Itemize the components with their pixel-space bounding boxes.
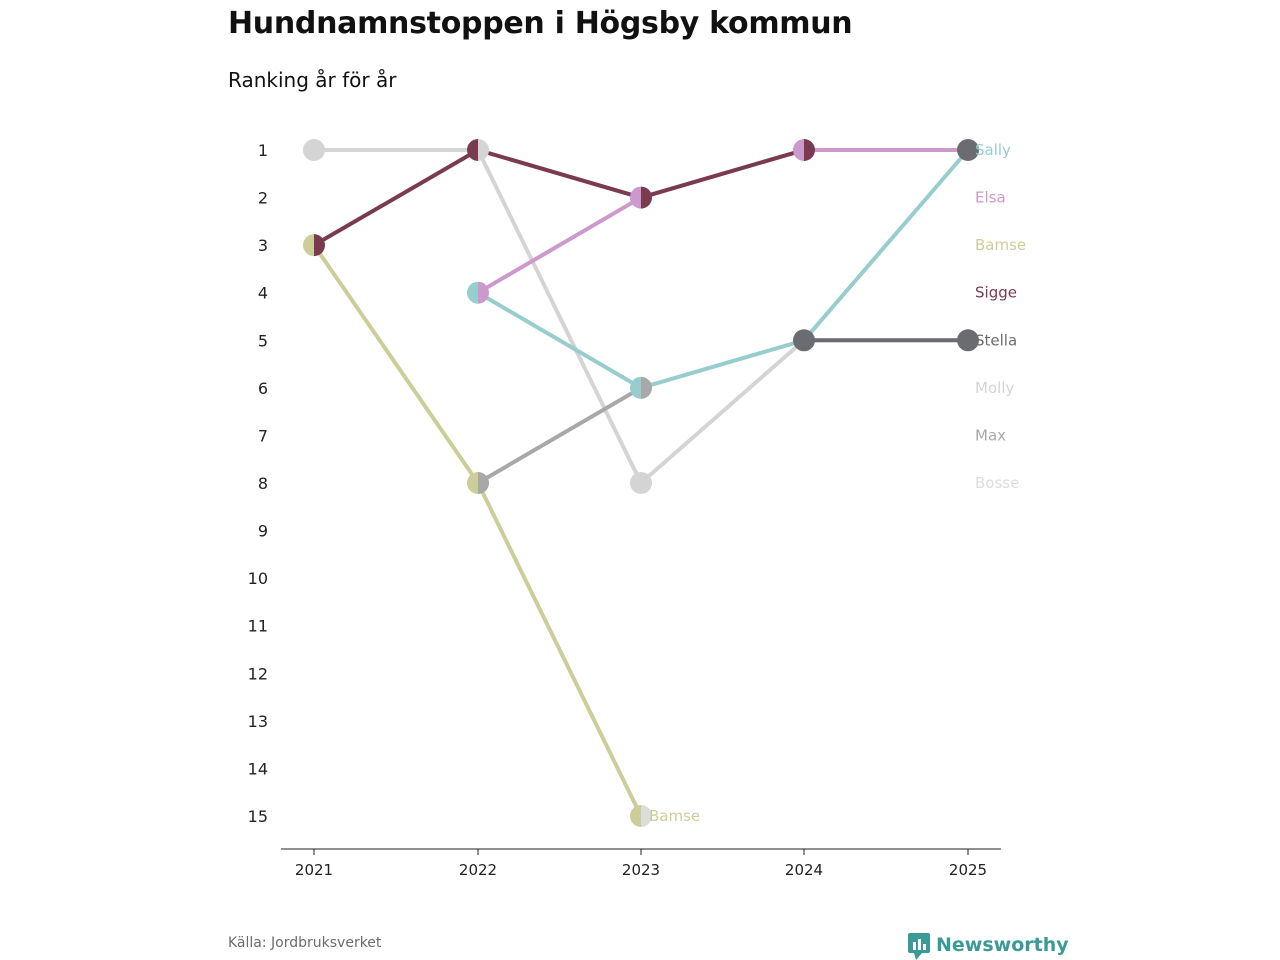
marker-left-half: [303, 234, 314, 257]
marker-left-half: [467, 471, 478, 494]
marker-2025-rank-1: [957, 139, 979, 161]
series-line-sigge: [312, 148, 806, 248]
marker-left-half: [793, 139, 804, 161]
y-tick-label-9: 9: [258, 522, 268, 541]
marker-2025-rank-5: [957, 329, 979, 352]
marker-right-half: [314, 234, 325, 257]
newsworthy-icon: [908, 933, 930, 960]
source-note: Källa: Jordbruksverket: [228, 935, 382, 951]
y-tick-label-8: 8: [258, 474, 268, 493]
x-tick-label-2024: 2024: [785, 861, 823, 879]
y-tick-label-10: 10: [248, 569, 268, 588]
end-label-bosse: Bosse: [975, 474, 1019, 492]
marker-fill: [793, 329, 815, 352]
marker-2022-rank-1: [467, 139, 489, 161]
y-tick-label-15: 15: [248, 807, 268, 826]
chart-title: Hundnamnstoppen i Högsby kommun: [228, 6, 853, 41]
y-tick-label-6: 6: [258, 379, 268, 398]
end-label-molly: Molly: [975, 379, 1014, 397]
marker-right-half: [641, 376, 652, 399]
marker-2022-rank-4: [467, 281, 490, 304]
marker-left-half: [630, 804, 641, 827]
series-line-max: [476, 385, 643, 485]
marker-2023-rank-8: [630, 471, 652, 494]
y-tick-label-1: 1: [258, 141, 268, 160]
y-tick-label-14: 14: [248, 759, 268, 778]
y-tick-label-3: 3: [258, 236, 268, 255]
marker-right-half: [804, 139, 815, 161]
marker-fill: [630, 471, 652, 494]
marker-2021-rank-1: [303, 139, 325, 161]
inline-label-bamse: Bamse: [649, 807, 700, 825]
marker-left-half: [467, 281, 478, 304]
marker-2024-rank-1: [793, 139, 815, 161]
marker-fill: [303, 139, 325, 161]
marker-fill: [957, 139, 979, 161]
brand-name: Newsworthy: [936, 934, 1069, 956]
x-tick-label-2022: 2022: [459, 861, 497, 879]
marker-2023-rank-6: [630, 376, 652, 399]
y-tick-label-13: 13: [248, 712, 268, 731]
end-label-bamse: Bamse: [975, 236, 1026, 254]
brand-logo: Newsworthy: [908, 930, 1069, 960]
marker-right-half: [641, 804, 652, 827]
y-tick-label-12: 12: [248, 664, 268, 683]
series-line-sally: [476, 148, 970, 390]
y-tick-label-2: 2: [258, 189, 268, 208]
y-tick-label-5: 5: [258, 331, 268, 350]
chart-subtitle: Ranking år för år: [228, 68, 397, 92]
marker-fill: [957, 329, 979, 352]
marker-right-half: [641, 186, 652, 209]
marker-2021-rank-3: [303, 234, 325, 257]
end-label-stella: Stella: [975, 331, 1017, 349]
marker-right-half: [478, 281, 490, 304]
marker-right-half: [478, 471, 490, 494]
marker-left-half: [630, 186, 641, 209]
marker-right-half: [478, 139, 489, 161]
y-tick-label-7: 7: [258, 426, 268, 445]
end-label-elsa: Elsa: [975, 189, 1006, 207]
y-tick-label-11: 11: [248, 617, 268, 636]
marker-left-half: [630, 376, 641, 399]
marker-2023-rank-15: [630, 804, 652, 827]
x-tick-label-2025: 2025: [949, 861, 987, 879]
x-tick-label-2021: 2021: [295, 861, 333, 879]
marker-2023-rank-2: [630, 186, 652, 209]
series-line-bamse: [312, 243, 643, 818]
end-label-sigge: Sigge: [975, 284, 1017, 302]
marker-2022-rank-8: [467, 471, 490, 494]
marker-2024-rank-5: [793, 329, 815, 352]
y-tick-label-4: 4: [258, 284, 268, 303]
end-label-sally: Sally: [975, 141, 1011, 159]
x-tick-label-2023: 2023: [622, 861, 660, 879]
end-label-max: Max: [975, 426, 1006, 444]
marker-left-half: [467, 139, 478, 161]
